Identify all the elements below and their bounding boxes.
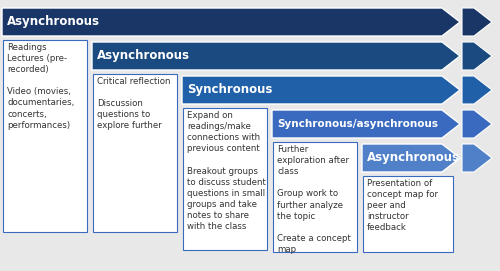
Text: Readings
Lectures (pre-
recorded)

Video (movies,
documentaries,
concerts,
perfo: Readings Lectures (pre- recorded) Video … xyxy=(7,43,74,130)
Text: Asynchronous: Asynchronous xyxy=(7,15,100,28)
Polygon shape xyxy=(462,76,492,104)
FancyBboxPatch shape xyxy=(363,176,453,252)
Text: Critical reflection

Discussion
questions to
explore further: Critical reflection Discussion questions… xyxy=(97,77,170,130)
FancyBboxPatch shape xyxy=(93,74,177,232)
Polygon shape xyxy=(462,8,492,36)
Text: Asynchronous: Asynchronous xyxy=(97,50,190,63)
Text: Further
exploration after
class

Group work to
further analyze
the topic

Create: Further exploration after class Group wo… xyxy=(277,145,351,254)
Polygon shape xyxy=(272,110,460,138)
Text: Presentation of
concept map for
peer and
instructor
feedback: Presentation of concept map for peer and… xyxy=(367,179,438,233)
Polygon shape xyxy=(462,42,492,70)
FancyBboxPatch shape xyxy=(273,142,357,252)
Polygon shape xyxy=(462,110,492,138)
Text: Synchronous: Synchronous xyxy=(187,83,272,96)
Text: Expand on
readings/make
connections with
previous content

Breakout groups
to di: Expand on readings/make connections with… xyxy=(187,111,266,231)
Text: Synchronous/asynchronous: Synchronous/asynchronous xyxy=(277,119,438,129)
Polygon shape xyxy=(362,144,460,172)
FancyBboxPatch shape xyxy=(3,40,87,232)
Polygon shape xyxy=(462,144,492,172)
Polygon shape xyxy=(2,8,460,36)
Text: Asynchronous: Asynchronous xyxy=(367,151,460,164)
Polygon shape xyxy=(182,76,460,104)
Polygon shape xyxy=(92,42,460,70)
FancyBboxPatch shape xyxy=(183,108,267,250)
